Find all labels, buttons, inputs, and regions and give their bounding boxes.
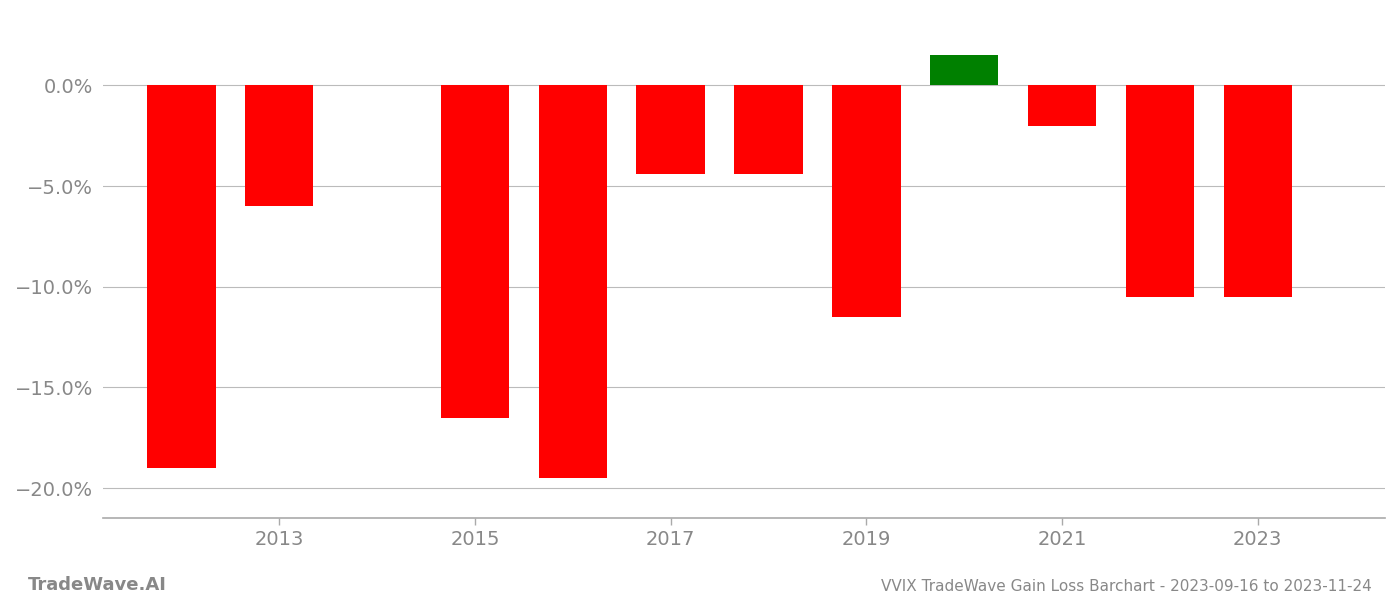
- Bar: [1028, 85, 1096, 126]
- Bar: [930, 55, 998, 85]
- Bar: [734, 85, 802, 174]
- Bar: [245, 85, 314, 206]
- Bar: [1126, 85, 1194, 297]
- Bar: [832, 85, 900, 317]
- Text: VVIX TradeWave Gain Loss Barchart - 2023-09-16 to 2023-11-24: VVIX TradeWave Gain Loss Barchart - 2023…: [881, 579, 1372, 594]
- Bar: [539, 85, 608, 478]
- Bar: [147, 85, 216, 468]
- Bar: [1224, 85, 1292, 297]
- Bar: [441, 85, 510, 418]
- Text: TradeWave.AI: TradeWave.AI: [28, 576, 167, 594]
- Bar: [637, 85, 706, 174]
